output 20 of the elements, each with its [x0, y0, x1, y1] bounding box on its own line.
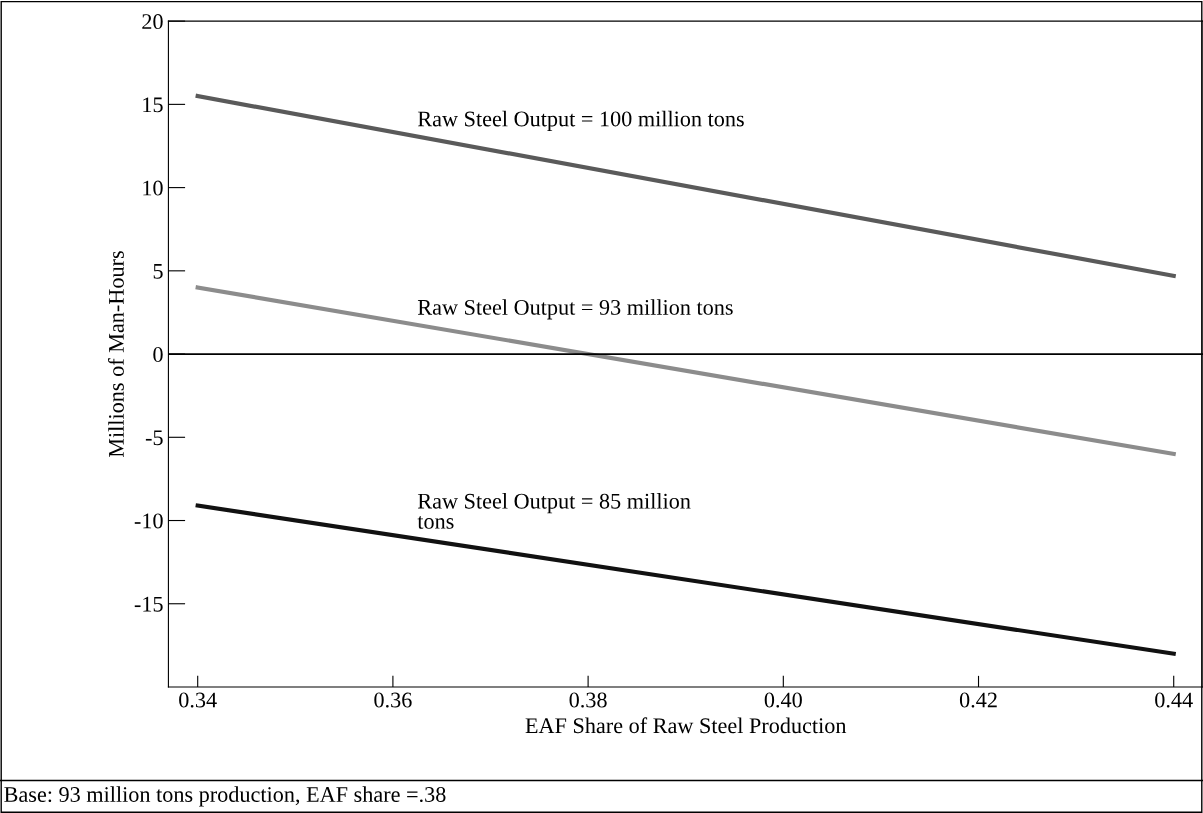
x-tick-label: 0.44: [1155, 692, 1193, 708]
y-tick-label: 20: [142, 14, 163, 30]
x-tick-label: 0.42: [959, 692, 997, 708]
y-tick-label: 10: [143, 180, 163, 196]
series-label: Raw Steel Output = 100 million tons: [417, 110, 744, 131]
x-tick-label: 0.36: [374, 692, 412, 708]
series-label: Raw Steel Output = 85 million tons: [417, 493, 691, 529]
y-tick-label: -10: [134, 513, 163, 529]
y-tick-label: -15: [134, 596, 163, 612]
x-tick-label: 0.34: [179, 692, 217, 708]
text: Base: 93 million tons production, EAF share =.38: [4, 786, 446, 807]
x-tick-label: 0.40: [764, 692, 802, 708]
y-tick-label: 15: [143, 97, 163, 113]
series-label: Raw Steel Output = 93 million tons: [417, 299, 733, 320]
y-axis-title: Millions of Man-Hours: [108, 251, 124, 458]
x-tick-label: 0.38: [569, 692, 607, 708]
y-tick-label: 5: [153, 263, 163, 279]
y-tick-label: 0: [153, 346, 163, 362]
x-axis-title: EAF Share of Raw Steel Production: [525, 717, 847, 734]
y-tick-label: -5: [145, 430, 163, 446]
